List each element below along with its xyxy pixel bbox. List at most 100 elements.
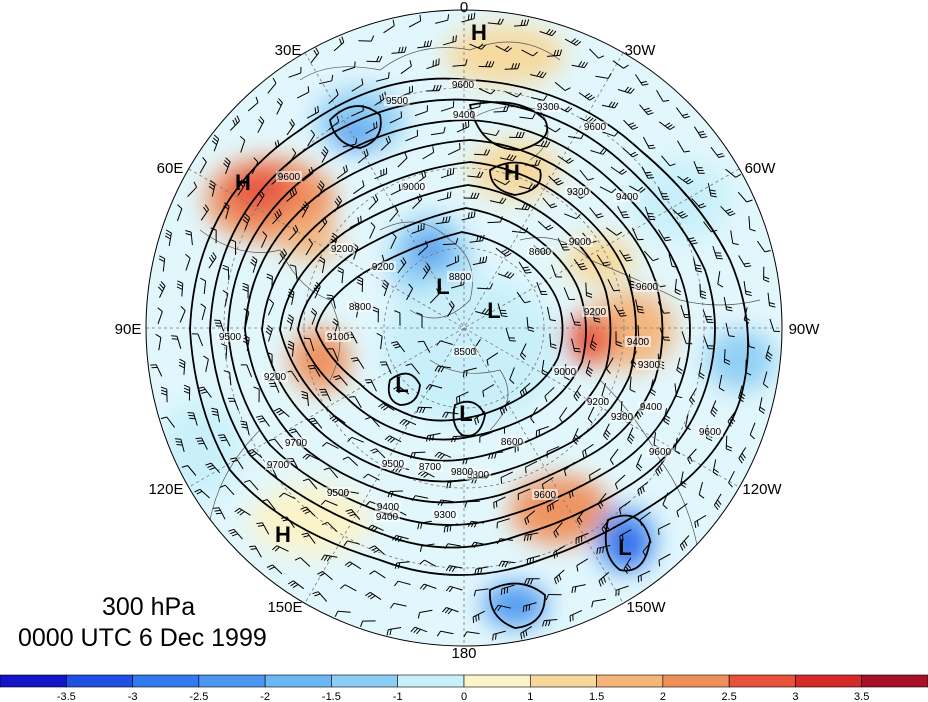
wind-barb-shaft: [725, 322, 730, 336]
wind-barb-flag: [662, 504, 668, 510]
wind-barb-flag: [420, 471, 426, 477]
wind-barb-shaft: [487, 221, 501, 224]
wind-barb-shaft: [472, 610, 486, 618]
wind-barb-flag: [401, 46, 404, 53]
colorbar-tick-label: 3: [792, 691, 798, 702]
wind-barb-flag: [476, 417, 480, 424]
wind-barb-flag: [345, 509, 352, 512]
wind-barb-flag: [676, 369, 682, 375]
wind-barb-flag: [522, 631, 525, 638]
wind-barb-flag: [743, 262, 750, 265]
wind-barb-shaft: [309, 338, 315, 352]
wind-barb-flag: [586, 295, 593, 298]
wind-barb-flag: [524, 387, 528, 394]
contour-label-bg: [609, 411, 635, 422]
contour-label: 8700: [419, 462, 442, 473]
wind-barb-flag: [344, 561, 351, 566]
contour-label: 9200: [331, 244, 354, 255]
wind-barb-flag: [348, 396, 355, 398]
contour-label: 9000: [569, 237, 592, 248]
wind-barb-flag: [514, 63, 518, 70]
wind-barb-flag: [266, 273, 273, 277]
wind-barb-shaft: [495, 247, 507, 257]
wind-barb-flag: [637, 489, 640, 496]
wind-barb-shaft: [414, 110, 428, 117]
wind-barb-flag: [426, 40, 429, 47]
contour-label: 9600: [636, 282, 659, 293]
wind-barb-shaft: [653, 432, 656, 446]
wind-barb-flag: [350, 357, 357, 360]
wind-barb-shaft: [643, 250, 654, 262]
wind-barb-flag: [548, 619, 551, 627]
wind-barb-flag: [595, 213, 602, 216]
wind-barb-flag: [291, 189, 295, 196]
wind-barb-shaft: [499, 157, 513, 162]
wind-barb-flag: [422, 407, 426, 414]
contour-label-bg: [465, 469, 491, 480]
wind-barb-shaft: [631, 227, 639, 240]
wind-barb-flag: [380, 404, 387, 409]
wind-barb-flag: [289, 264, 296, 267]
wind-barb-flag: [642, 486, 645, 493]
wind-barb-shaft: [429, 384, 443, 389]
wind-barb-flag: [203, 206, 208, 213]
wind-barb-flag: [310, 310, 316, 316]
wind-barb-flag: [482, 256, 485, 263]
wind-barb-flag: [767, 351, 773, 357]
wind-barb-flag: [726, 309, 733, 312]
wind-barb-flag: [381, 93, 385, 100]
wind-barb-flag: [698, 203, 705, 207]
wind-barb-shaft: [756, 240, 766, 253]
wind-barb-shaft: [564, 213, 577, 220]
wind-barb-shaft: [530, 97, 544, 101]
wind-barb-shaft: [411, 363, 420, 375]
wind-barb-flag: [628, 122, 635, 126]
wind-barb-flag: [669, 163, 676, 167]
wind-barb-shaft: [408, 20, 421, 28]
contour-label: 9200: [264, 372, 287, 383]
wind-barb-flag: [164, 235, 171, 240]
wind-barb-flag: [571, 490, 574, 497]
wind-barb-shaft: [183, 361, 186, 375]
wind-barb-flag: [574, 586, 577, 593]
longitude-label-layer: 0 30W 60W 90W 120W 150W 180 150E 120E 90E 60E 30E: [115, 0, 821, 662]
contour-label-bg: [325, 487, 351, 498]
wind-barb-flag: [210, 180, 216, 185]
low-center-gulf-of-alaska: L: [618, 535, 631, 560]
wind-barb-flag: [677, 366, 683, 372]
wind-barb-flag: [624, 256, 631, 259]
wind-barb-flag: [214, 509, 221, 512]
wind-barb-flag: [603, 576, 607, 583]
wind-barb-flag: [506, 272, 512, 278]
colorbar-tick-label: -1: [393, 691, 403, 702]
wind-barb-flag: [495, 633, 497, 640]
wind-barb-shaft: [341, 270, 344, 284]
wind-barb-shaft: [249, 479, 259, 491]
wind-barb-flag: [591, 340, 598, 346]
wind-barb-shaft: [523, 602, 537, 607]
wind-barb-flag: [239, 511, 245, 516]
wind-barb-flag: [356, 279, 363, 283]
wind-barb-flag: [417, 612, 421, 619]
wind-barb-shaft: [619, 249, 627, 262]
wind-barb-shaft: [530, 74, 543, 79]
wind-barb-flag: [223, 370, 230, 373]
wind-barb-shaft: [385, 361, 392, 375]
wind-barb-flag: [573, 347, 580, 350]
wind-barb-flag: [464, 501, 468, 508]
wind-barb-flag: [333, 318, 339, 323]
wind-barb-flag: [555, 127, 561, 133]
wind-barb-shaft: [627, 427, 634, 440]
wind-barb-flag: [259, 116, 265, 122]
wind-barb-flag: [581, 268, 588, 271]
wind-barb-flag: [485, 256, 488, 263]
colorbar-boxes: [0, 674, 928, 688]
contour-label-bg: [567, 236, 593, 247]
wind-barb-shaft: [313, 417, 323, 429]
contour-label: 9400: [376, 512, 399, 523]
wind-barb-flag: [525, 271, 532, 274]
wind-barb-shaft: [190, 232, 193, 246]
wind-barb-flag: [622, 214, 629, 216]
longitude-label-180: 180: [451, 645, 476, 662]
wind-barb-flag: [292, 227, 297, 233]
